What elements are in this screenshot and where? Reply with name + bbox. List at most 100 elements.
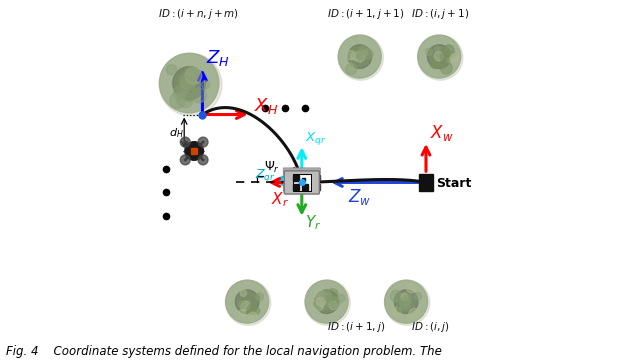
Circle shape [385, 280, 428, 323]
Circle shape [315, 290, 339, 314]
Circle shape [402, 296, 412, 306]
Bar [292, 174, 311, 191]
Bar [293, 187, 296, 190]
Circle shape [179, 73, 196, 89]
Circle shape [406, 283, 417, 293]
Text: $ID:(i+n,j+m)$: $ID:(i+n,j+m)$ [157, 7, 239, 21]
Circle shape [321, 302, 328, 310]
Circle shape [185, 68, 202, 84]
Text: $Z_{qr}$: $Z_{qr}$ [255, 167, 275, 184]
Circle shape [177, 91, 193, 108]
Circle shape [435, 46, 440, 52]
Bar [316, 184, 321, 190]
Circle shape [185, 142, 204, 160]
Circle shape [445, 46, 454, 55]
Bar [293, 184, 296, 187]
Circle shape [434, 52, 444, 61]
Circle shape [345, 63, 353, 71]
Circle shape [243, 296, 252, 306]
FancyBboxPatch shape [284, 171, 319, 194]
Text: $ID:(i,j)$: $ID:(i,j)$ [411, 320, 450, 334]
Circle shape [170, 93, 185, 108]
Bar [285, 184, 289, 190]
Circle shape [305, 280, 350, 325]
Bar [302, 178, 305, 181]
Bar [296, 175, 299, 178]
Circle shape [356, 54, 362, 59]
Bar [292, 174, 311, 191]
Bar [299, 181, 301, 184]
FancyBboxPatch shape [284, 184, 321, 191]
Circle shape [198, 137, 208, 147]
Circle shape [185, 67, 198, 80]
Circle shape [241, 301, 250, 310]
Bar [293, 178, 296, 181]
Circle shape [240, 290, 246, 296]
Circle shape [402, 298, 410, 306]
Circle shape [450, 54, 459, 62]
Circle shape [313, 300, 321, 307]
Text: $d_H$: $d_H$ [168, 126, 183, 140]
Circle shape [418, 35, 463, 80]
Bar [296, 184, 299, 187]
Circle shape [328, 297, 340, 308]
Circle shape [247, 304, 257, 314]
Circle shape [409, 309, 420, 320]
Bar [293, 175, 296, 178]
Circle shape [180, 137, 190, 147]
Circle shape [173, 86, 187, 100]
Circle shape [440, 62, 452, 74]
Bar [302, 184, 305, 187]
Circle shape [238, 310, 246, 318]
Circle shape [364, 49, 373, 59]
Circle shape [322, 290, 331, 298]
Text: $ID:(i+1,j+1)$: $ID:(i+1,j+1)$ [326, 7, 404, 21]
Circle shape [450, 51, 456, 57]
Text: Start: Start [436, 177, 472, 190]
Circle shape [348, 45, 372, 68]
Circle shape [405, 294, 412, 301]
Circle shape [346, 63, 357, 75]
Bar [296, 178, 299, 181]
Circle shape [253, 294, 260, 301]
Circle shape [198, 155, 208, 165]
Circle shape [426, 48, 433, 55]
Circle shape [185, 94, 193, 102]
Circle shape [305, 280, 348, 323]
Circle shape [351, 46, 363, 58]
Text: $Z_w$: $Z_w$ [348, 187, 371, 207]
Circle shape [359, 46, 368, 55]
Circle shape [315, 290, 325, 300]
Bar [316, 175, 321, 180]
Circle shape [173, 67, 205, 99]
Circle shape [346, 50, 355, 60]
Circle shape [316, 297, 325, 306]
Circle shape [329, 301, 337, 310]
Circle shape [397, 306, 403, 312]
Circle shape [399, 298, 411, 310]
Text: $X_r$: $X_r$ [271, 190, 289, 209]
Text: $ID:(i+1,j)$: $ID:(i+1,j)$ [326, 320, 385, 334]
Circle shape [351, 51, 360, 60]
Circle shape [430, 59, 440, 69]
Circle shape [181, 76, 196, 91]
Text: $X_w$: $X_w$ [430, 123, 454, 143]
Text: $X_H$: $X_H$ [254, 96, 278, 116]
Circle shape [328, 289, 338, 299]
Circle shape [428, 45, 451, 68]
Circle shape [241, 303, 248, 311]
Text: $\Psi_r$: $\Psi_r$ [264, 160, 280, 175]
Circle shape [338, 35, 383, 80]
Circle shape [328, 295, 333, 301]
Bar [302, 187, 305, 190]
Circle shape [356, 51, 365, 60]
Circle shape [444, 45, 454, 55]
Circle shape [236, 290, 259, 314]
Bar [419, 174, 433, 191]
Circle shape [447, 58, 452, 63]
Circle shape [202, 81, 209, 89]
Circle shape [385, 280, 430, 325]
Bar [285, 175, 289, 180]
Circle shape [177, 74, 191, 88]
Bar [296, 187, 299, 190]
